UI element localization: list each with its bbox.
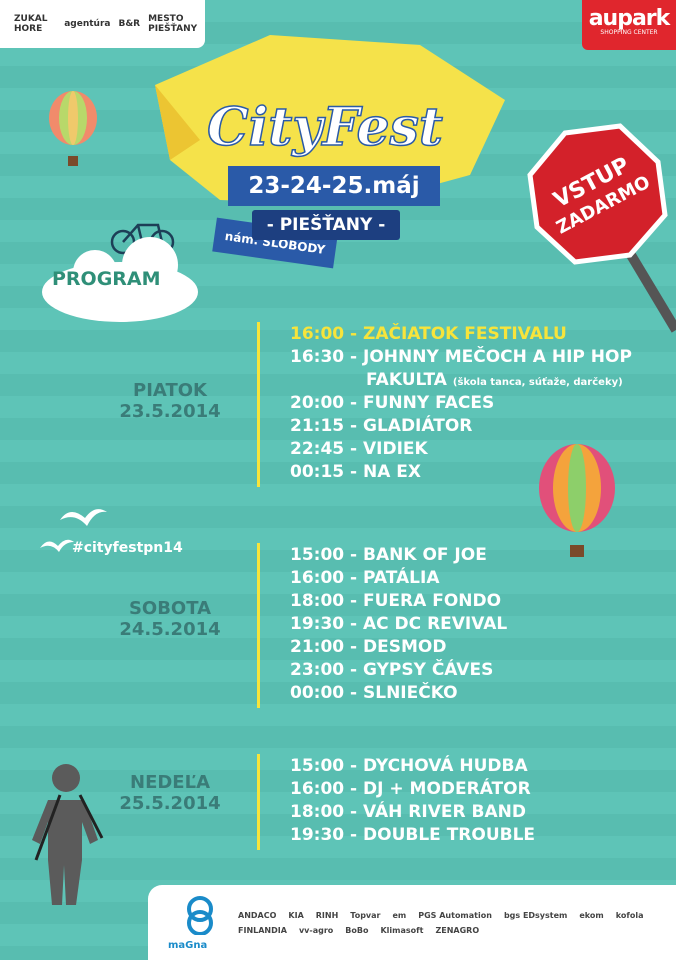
event-text: FAKULTA [366,370,447,390]
balloon [49,91,97,166]
dates: 23-24-25.máj [228,166,440,206]
event-text: 19:30 - AC DC REVIVAL [290,614,508,634]
event: 16:00 - PATÁLIA [290,567,440,590]
event-text: 00:00 - SLNIEČKO [290,683,458,703]
event: 21:15 - GLADIÁTOR [290,415,472,438]
day-label: NEDEĽA 25.5.2014 [100,772,240,814]
event-text: 19:30 - DOUBLE TROUBLE [290,825,536,845]
day-separator [257,322,260,487]
logo: B&R [118,19,141,29]
title: CityFest [207,97,443,158]
event: 00:15 - NA EX [290,461,421,484]
sponsor: RINH [315,910,339,920]
balloon [539,444,615,557]
logo: agentúra [64,19,111,29]
partner-logos: ZUKAL HORE agentúra B&R MESTO PIEŠŤANY [0,0,205,48]
event: 18:00 - VÁH RIVER BAND [290,801,526,824]
event: 15:00 - DYCHOVÁ HUDBA [290,755,528,778]
event: 22:45 - VIDIEK [290,438,428,461]
sponsor: KIA [288,910,304,920]
logo: MESTO PIEŠŤANY [148,14,198,34]
event: 00:00 - SLNIEČKO [290,682,458,705]
sponsor: ekom [579,910,604,920]
title-shade [155,85,200,160]
stop-sign [527,123,668,265]
hashtag: #cityfestpn14 [72,540,183,556]
cloud [42,237,198,322]
aupark-logo[interactable]: aupark SHOPPING CENTER [582,0,676,50]
event: 15:00 - BANK OF JOE [290,544,487,567]
day-separator [257,543,260,708]
event-note: (škola tanca, súťaže, darčeky) [452,377,623,388]
sponsor: vv-agro [298,925,334,935]
sponsor: bgs EDsystem [503,910,568,920]
event: FAKULTA (škola tanca, súťaže, darčeky) [366,369,623,394]
day-name: PIATOK [133,380,207,401]
day-name: NEDEĽA [130,772,210,793]
event: 19:30 - DOUBLE TROUBLE [290,824,535,847]
sponsor: em [392,910,407,920]
event-text: 16:00 - ZAČIATOK FESTIVALU [290,324,567,344]
event: 21:00 - DESMOD [290,636,446,659]
event-text: 16:00 - PATÁLIA [290,568,440,588]
event: 18:00 - FUERA FONDO [290,590,501,613]
event: 16:00 - ZAČIATOK FESTIVALU [290,323,567,346]
town: - PIEŠŤANY - [252,210,400,240]
program-label: PROGRAM [52,268,161,290]
sponsor: kofola [615,910,644,920]
event-text: 22:45 - VIDIEK [290,439,428,459]
event-text: 18:00 - VÁH RIVER BAND [290,802,526,822]
sponsor: BoBo [345,925,369,935]
aupark-name: aupark [588,6,671,31]
aupark-sub: SHOPPING CENTER [600,29,658,36]
person [32,764,104,905]
sponsor: ANDACO [238,910,277,920]
logo: ZUKAL HORE [14,14,48,34]
day-date: 23.5.2014 [119,401,221,422]
day-date: 25.5.2014 [119,793,221,814]
day-label: SOBOTA 24.5.2014 [100,598,240,640]
event: 19:30 - AC DC REVIVAL [290,613,507,636]
sponsors: ANDACO KIA RINH Topvar em PGS Automation bgs E… [148,885,676,960]
event-text: 20:00 - FUNNY FACES [290,393,495,413]
sponsor: ZENAGRO [435,925,480,935]
birds [40,509,107,552]
event-text: 23:00 - GYPSY ČÁVES [290,660,494,680]
day-separator [257,754,260,850]
event-text: 15:00 - DYCHOVÁ HUDBA [290,756,528,776]
day-date: 24.5.2014 [119,619,221,640]
event: 16:00 - DJ + MODERÁTOR [290,778,531,801]
sponsor: Topvar [350,910,381,920]
event: 16:30 - JOHNNY MEČOCH A HIP HOP [290,346,632,369]
sponsor: FINLANDIA [238,925,287,935]
event-text: 21:15 - GLADIÁTOR [290,416,473,436]
sponsor: PGS Automation [418,910,492,920]
day-label: PIATOK 23.5.2014 [100,380,240,422]
day-name: SOBOTA [128,598,212,619]
event: 23:00 - GYPSY ČÁVES [290,659,493,682]
event-text: 15:00 - BANK OF JOE [290,545,487,565]
sponsor: Klimasoft [380,925,424,935]
event-text: 21:00 - DESMOD [290,637,447,657]
magna-icon [187,896,213,935]
title-shape [155,35,505,205]
magna-logo: maGna [168,940,208,951]
event-text: 16:00 - DJ + MODERÁTOR [290,779,531,799]
event-text: 16:30 - JOHNNY MEČOCH A HIP HOP [290,347,632,367]
event: 20:00 - FUNNY FACES [290,392,494,415]
event-text: 18:00 - FUERA FONDO [290,591,502,611]
event-text: 00:15 - NA EX [290,462,422,482]
